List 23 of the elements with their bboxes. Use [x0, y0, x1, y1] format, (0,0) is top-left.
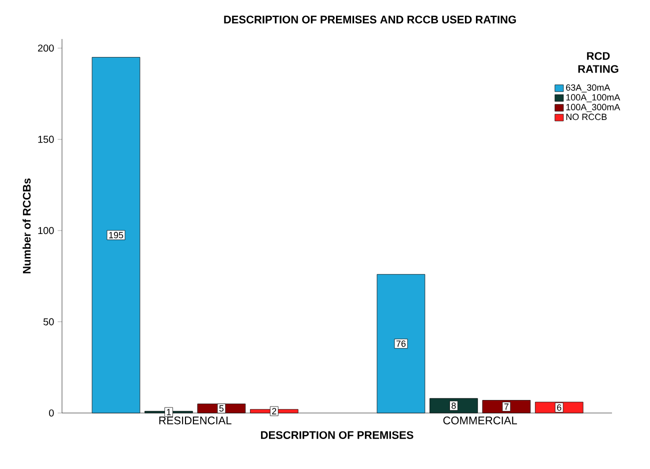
y-tick-label: 0	[49, 409, 54, 417]
y-axis-title: Number of RCCBs	[22, 178, 31, 274]
data-label: 2	[272, 408, 276, 414]
data-label: 195	[109, 232, 124, 238]
y-tick-label: 100	[38, 227, 54, 234]
data-label: 1	[166, 408, 171, 416]
legend-label: 100A_300mA	[566, 104, 620, 112]
legend-title: RCD RATING	[578, 52, 618, 73]
data-label: 8	[452, 402, 456, 409]
legend-label: NO RCCB	[566, 114, 607, 120]
x-tick-label: COMMERCIAL	[443, 416, 517, 424]
y-tick-label: 200	[38, 44, 54, 52]
chart-title: DESCRIPTION OF PREMISES AND RCCB USED RATING	[224, 16, 516, 24]
y-tick-label: 50	[43, 318, 54, 326]
data-label: 5	[219, 405, 224, 412]
x-tick-label: RESIDENCIAL	[159, 416, 232, 424]
legend-label: 100A_100mA	[566, 94, 620, 102]
data-label: 76	[396, 340, 406, 347]
legend-label: 63A_30mA	[566, 84, 610, 92]
data-label: 6	[557, 404, 562, 411]
data-label: 7	[504, 404, 508, 410]
y-tick-label: 150	[38, 136, 54, 143]
x-axis-title: DESCRIPTION OF PREMISES	[261, 431, 414, 439]
